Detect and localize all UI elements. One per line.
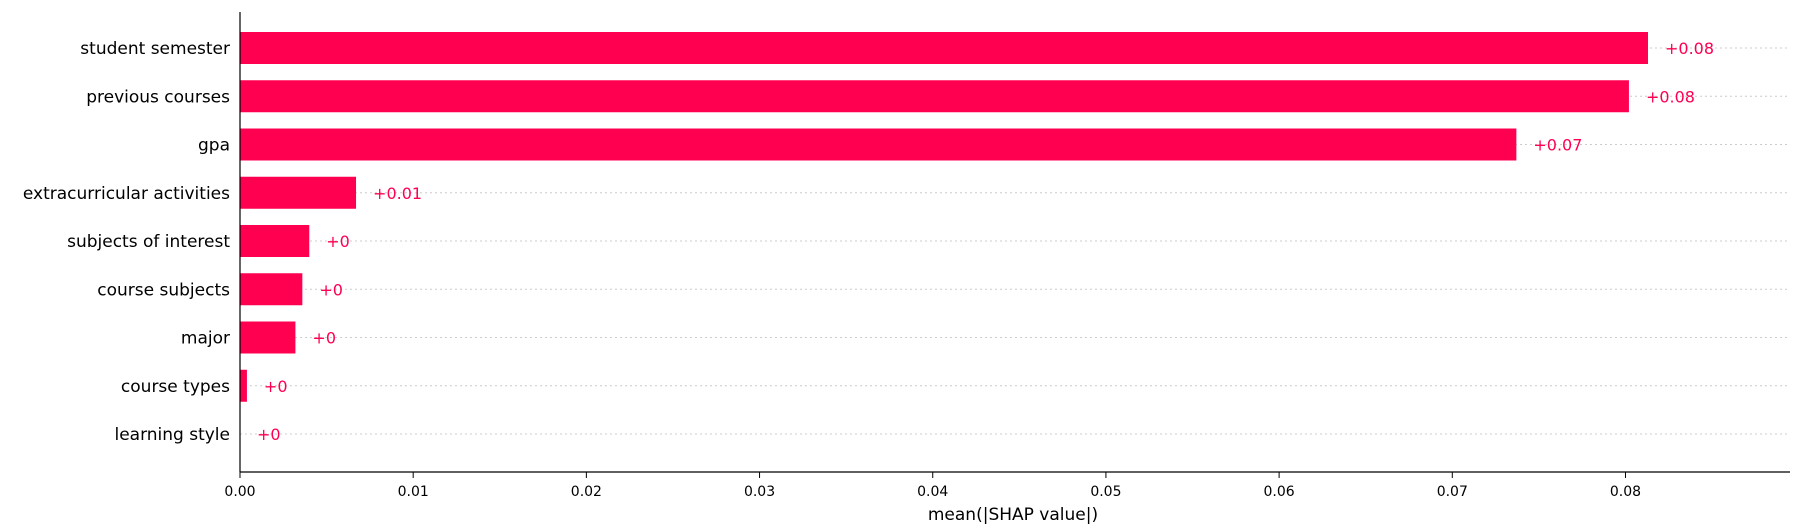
x-tick-label: 0.02 — [571, 484, 602, 500]
value-label: +0 — [312, 329, 336, 348]
value-label: +0.07 — [1533, 136, 1582, 155]
value-label: +0 — [326, 232, 350, 251]
category-label: gpa — [198, 136, 230, 156]
x-tick-label: 0.01 — [398, 484, 429, 500]
category-label: extracurricular activities — [23, 184, 230, 204]
bars — [240, 32, 1648, 402]
value-label: +0 — [257, 425, 281, 444]
category-label: major — [181, 329, 230, 349]
x-tick-label: 0.05 — [1090, 484, 1121, 500]
bar-course-types — [240, 369, 247, 402]
value-label: +0.08 — [1646, 87, 1695, 106]
category-label: previous courses — [86, 87, 230, 107]
bar-subjects-of-interest — [240, 225, 310, 257]
bar-gpa — [240, 128, 1517, 161]
bar-extracurricular-activities — [240, 176, 357, 209]
x-tick-label: 0.07 — [1437, 484, 1468, 500]
value-label: +0 — [264, 377, 288, 396]
category-label: course subjects — [97, 280, 230, 300]
category-label: course types — [121, 377, 230, 397]
x-tick-label: 0.08 — [1610, 484, 1641, 500]
x-axis-title: mean(|SHAP value|) — [928, 505, 1098, 525]
x-tick-label: 0.06 — [1264, 484, 1295, 500]
category-label: learning style — [114, 425, 230, 445]
value-label: +0 — [319, 280, 343, 299]
category-label: subjects of interest — [67, 232, 230, 252]
x-tick-label: 0.00 — [224, 484, 255, 500]
bar-course-subjects — [240, 273, 303, 306]
bar-major — [240, 321, 296, 354]
bar-previous-courses — [240, 80, 1629, 113]
category-label: student semester — [80, 39, 230, 59]
bar-student-semester — [240, 32, 1648, 64]
value-label: +0.08 — [1665, 39, 1714, 58]
value-label: +0.01 — [373, 184, 422, 203]
category-labels: student semester previous courses gpa extra… — [23, 39, 230, 445]
value-labels: +0.08 +0.08 +0.07 +0.01 +0 +0 +0 +0 +0 — [257, 39, 1714, 444]
x-tick-label: 0.04 — [917, 484, 948, 500]
x-ticks: 0.00 0.01 0.02 0.03 0.04 0.05 0.06 0.07 0.08 — [224, 472, 1641, 500]
x-tick-label: 0.03 — [744, 484, 775, 500]
